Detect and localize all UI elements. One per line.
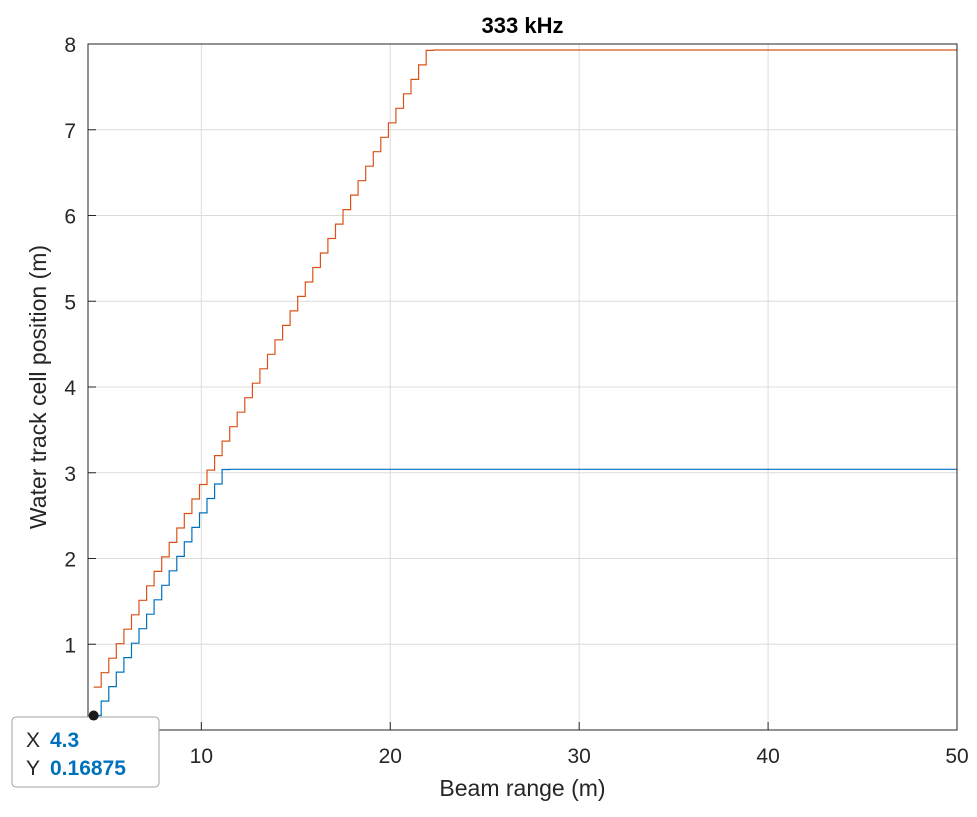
datatip-x-label: X: [26, 729, 40, 752]
datatip-marker[interactable]: [88, 710, 99, 721]
y-tick-label: 1: [64, 634, 76, 657]
datatip[interactable]: X 4.3 Y 0.16875: [11, 710, 160, 788]
y-tick-label: 5: [64, 291, 76, 314]
datatip-y-value: 0.16875: [50, 757, 126, 780]
x-tick-label: 20: [379, 745, 402, 768]
y-tick-label: 6: [64, 206, 76, 229]
x-tick-label: 10: [190, 745, 213, 768]
datatip-box: [11, 716, 160, 788]
y-tick-label: 7: [64, 120, 76, 143]
y-axis-label: Water track cell position (m): [25, 245, 51, 529]
datatip-x-value: 4.3: [50, 729, 79, 752]
y-tick-label: 2: [64, 549, 76, 572]
chart-title: 333 kHz: [482, 13, 564, 38]
plot-lines: [93, 49, 957, 717]
y-tick-label: 4: [64, 377, 76, 400]
x-axis-label: Beam range (m): [439, 775, 605, 801]
x-tick-label: 30: [567, 745, 590, 768]
ticks: 10 20 30 40 50 1 2 3 4 5 6 7 8: [64, 34, 968, 768]
y-tick-label: 8: [64, 34, 76, 57]
x-tick-label: 40: [756, 745, 779, 768]
datatip-y-label: Y: [26, 757, 40, 780]
y-tick-label: 3: [64, 463, 76, 486]
x-tick-label: 50: [945, 745, 968, 768]
series-line-1: [93, 468, 957, 717]
series-line-2: [93, 49, 957, 688]
